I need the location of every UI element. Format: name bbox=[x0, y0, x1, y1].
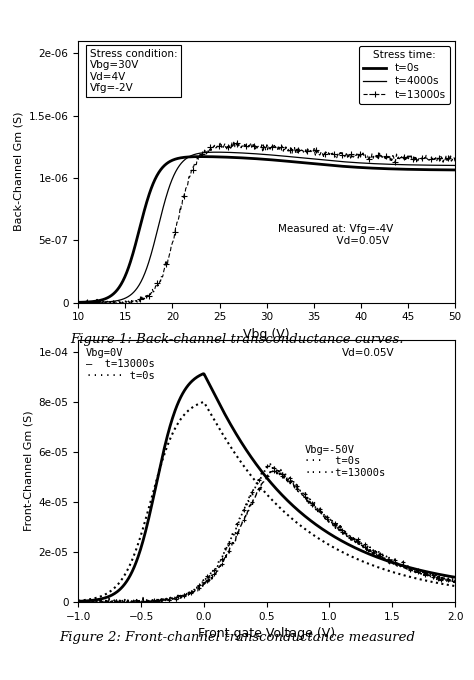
Legend: t=0s, t=4000s, t=13000s: t=0s, t=4000s, t=13000s bbox=[359, 46, 450, 104]
Text: Vbg=0V
—  t=13000s
······ t=0s: Vbg=0V — t=13000s ······ t=0s bbox=[86, 348, 155, 381]
Text: Stress condition:
Vbg=30V
Vd=4V
Vfg=-2V: Stress condition: Vbg=30V Vd=4V Vfg=-2V bbox=[90, 49, 177, 93]
Y-axis label: Back-Channel Gm (S): Back-Channel Gm (S) bbox=[13, 112, 23, 231]
Text: Figure 2: Front-channel transconductance measured: Figure 2: Front-channel transconductance… bbox=[59, 631, 415, 644]
Text: Vbg=-50V
···  t=0s
·····t=13000s: Vbg=-50V ··· t=0s ·····t=13000s bbox=[304, 445, 385, 478]
Y-axis label: Front-Channel Gm (S): Front-Channel Gm (S) bbox=[23, 411, 33, 531]
Text: Figure 1: Back-channel transconductance curves.: Figure 1: Back-channel transconductance … bbox=[70, 333, 404, 346]
Text: Measured at: Vfg=-4V
                  Vd=0.05V: Measured at: Vfg=-4V Vd=0.05V bbox=[278, 224, 393, 245]
X-axis label: Front gate Voltage (V): Front gate Voltage (V) bbox=[198, 627, 335, 640]
X-axis label: Vbg (V): Vbg (V) bbox=[243, 328, 290, 341]
Text: Vd=0.05V: Vd=0.05V bbox=[342, 348, 395, 358]
